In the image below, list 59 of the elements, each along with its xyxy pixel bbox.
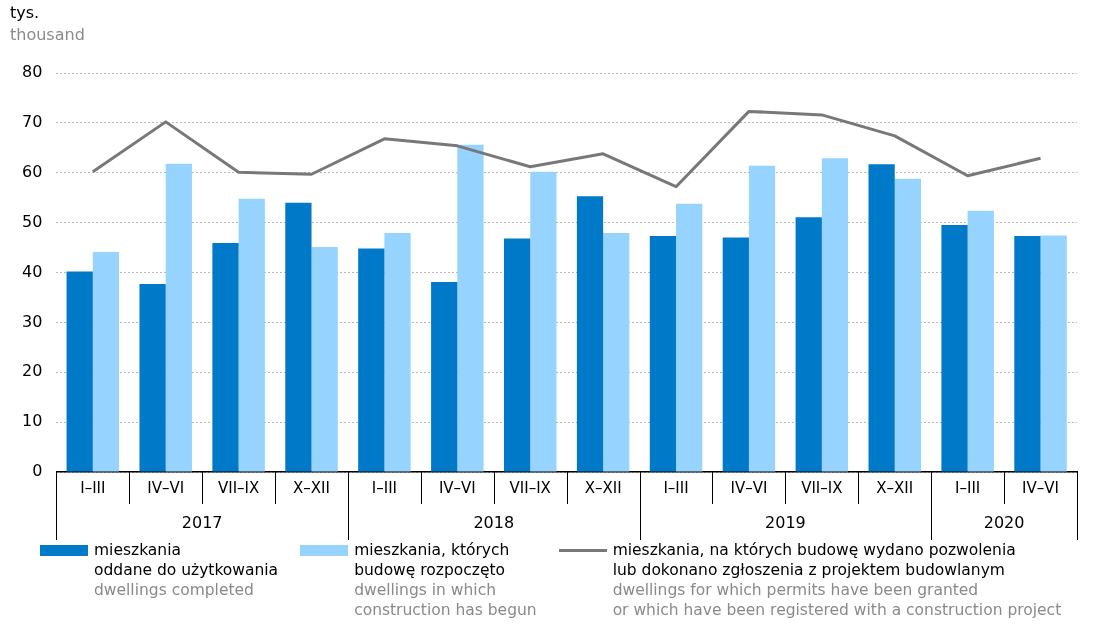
y-tick-label: 20 [22, 361, 43, 381]
bar [503, 238, 531, 472]
x-tick-label: IV–VI [147, 478, 185, 497]
legend-label: mieszkania, których budowę rozpoczęto dwellings in which construction has begun [354, 540, 537, 620]
bar [1040, 235, 1067, 472]
bar [576, 196, 604, 472]
bar [66, 271, 93, 472]
y-tick-label: 70 [22, 112, 43, 132]
y-tick-label: 30 [22, 311, 43, 331]
bar [212, 243, 239, 472]
bar [967, 210, 994, 472]
y-axis-title: tys. thousand [10, 2, 85, 46]
x-tick-label: IV–VI [438, 478, 476, 497]
x-tick-label: IV–VI [730, 478, 768, 497]
bar [457, 144, 484, 472]
text: 2019 [765, 513, 806, 533]
text: 2017 [181, 513, 223, 533]
bar [165, 163, 192, 472]
bar [311, 247, 338, 472]
y-tick-label: 0 [32, 461, 43, 481]
x-tick-label: IV–VI [1022, 478, 1059, 497]
bar [868, 164, 895, 472]
x-tick-label: I–III [371, 478, 398, 497]
bar [649, 236, 677, 472]
text: 2020 [983, 513, 1025, 533]
bar [722, 237, 749, 472]
bar [530, 171, 557, 472]
y-tick-label: 50 [22, 211, 43, 231]
x-tick-label: VII–IX [509, 478, 551, 497]
bar [285, 202, 312, 472]
bar [821, 158, 849, 472]
x-tick-label: I–III [955, 478, 981, 497]
x-tick-label: VII–IX [801, 478, 843, 497]
legend-label: mieszkania oddane do użytkowania dwellings completed [94, 540, 279, 600]
x-tick-label: X–XII [584, 478, 622, 497]
bar [795, 217, 822, 472]
y-tick-label: 10 [22, 411, 43, 431]
bar [941, 225, 968, 472]
bar [431, 281, 458, 472]
bar [384, 233, 411, 472]
y-tick-label: 80 [22, 62, 43, 82]
bar [748, 165, 776, 472]
legend-label: mieszkania, na których budowę wydano pozwolenia lub dokonano zgłoszenia z projektem budowlanym dwellings for which permits have been granted or which have been registered with a construction project [612, 540, 1062, 620]
y-tick-label: 40 [22, 261, 43, 281]
text: 2018 [473, 513, 515, 533]
bar [894, 178, 921, 472]
x-tick-label: I–III [663, 478, 689, 497]
bar [603, 233, 630, 472]
x-tick-label: X–XII [293, 478, 330, 497]
bar [92, 252, 120, 472]
bar [139, 283, 166, 472]
bar [238, 198, 265, 472]
x-tick-label: X–XII [876, 478, 914, 497]
x-tick-label: VII–IX [217, 478, 260, 497]
x-tick-label: I–III [80, 478, 106, 497]
bar [1014, 236, 1041, 472]
y-tick-label: 60 [22, 161, 43, 181]
bar [358, 248, 385, 472]
bar [676, 203, 703, 472]
